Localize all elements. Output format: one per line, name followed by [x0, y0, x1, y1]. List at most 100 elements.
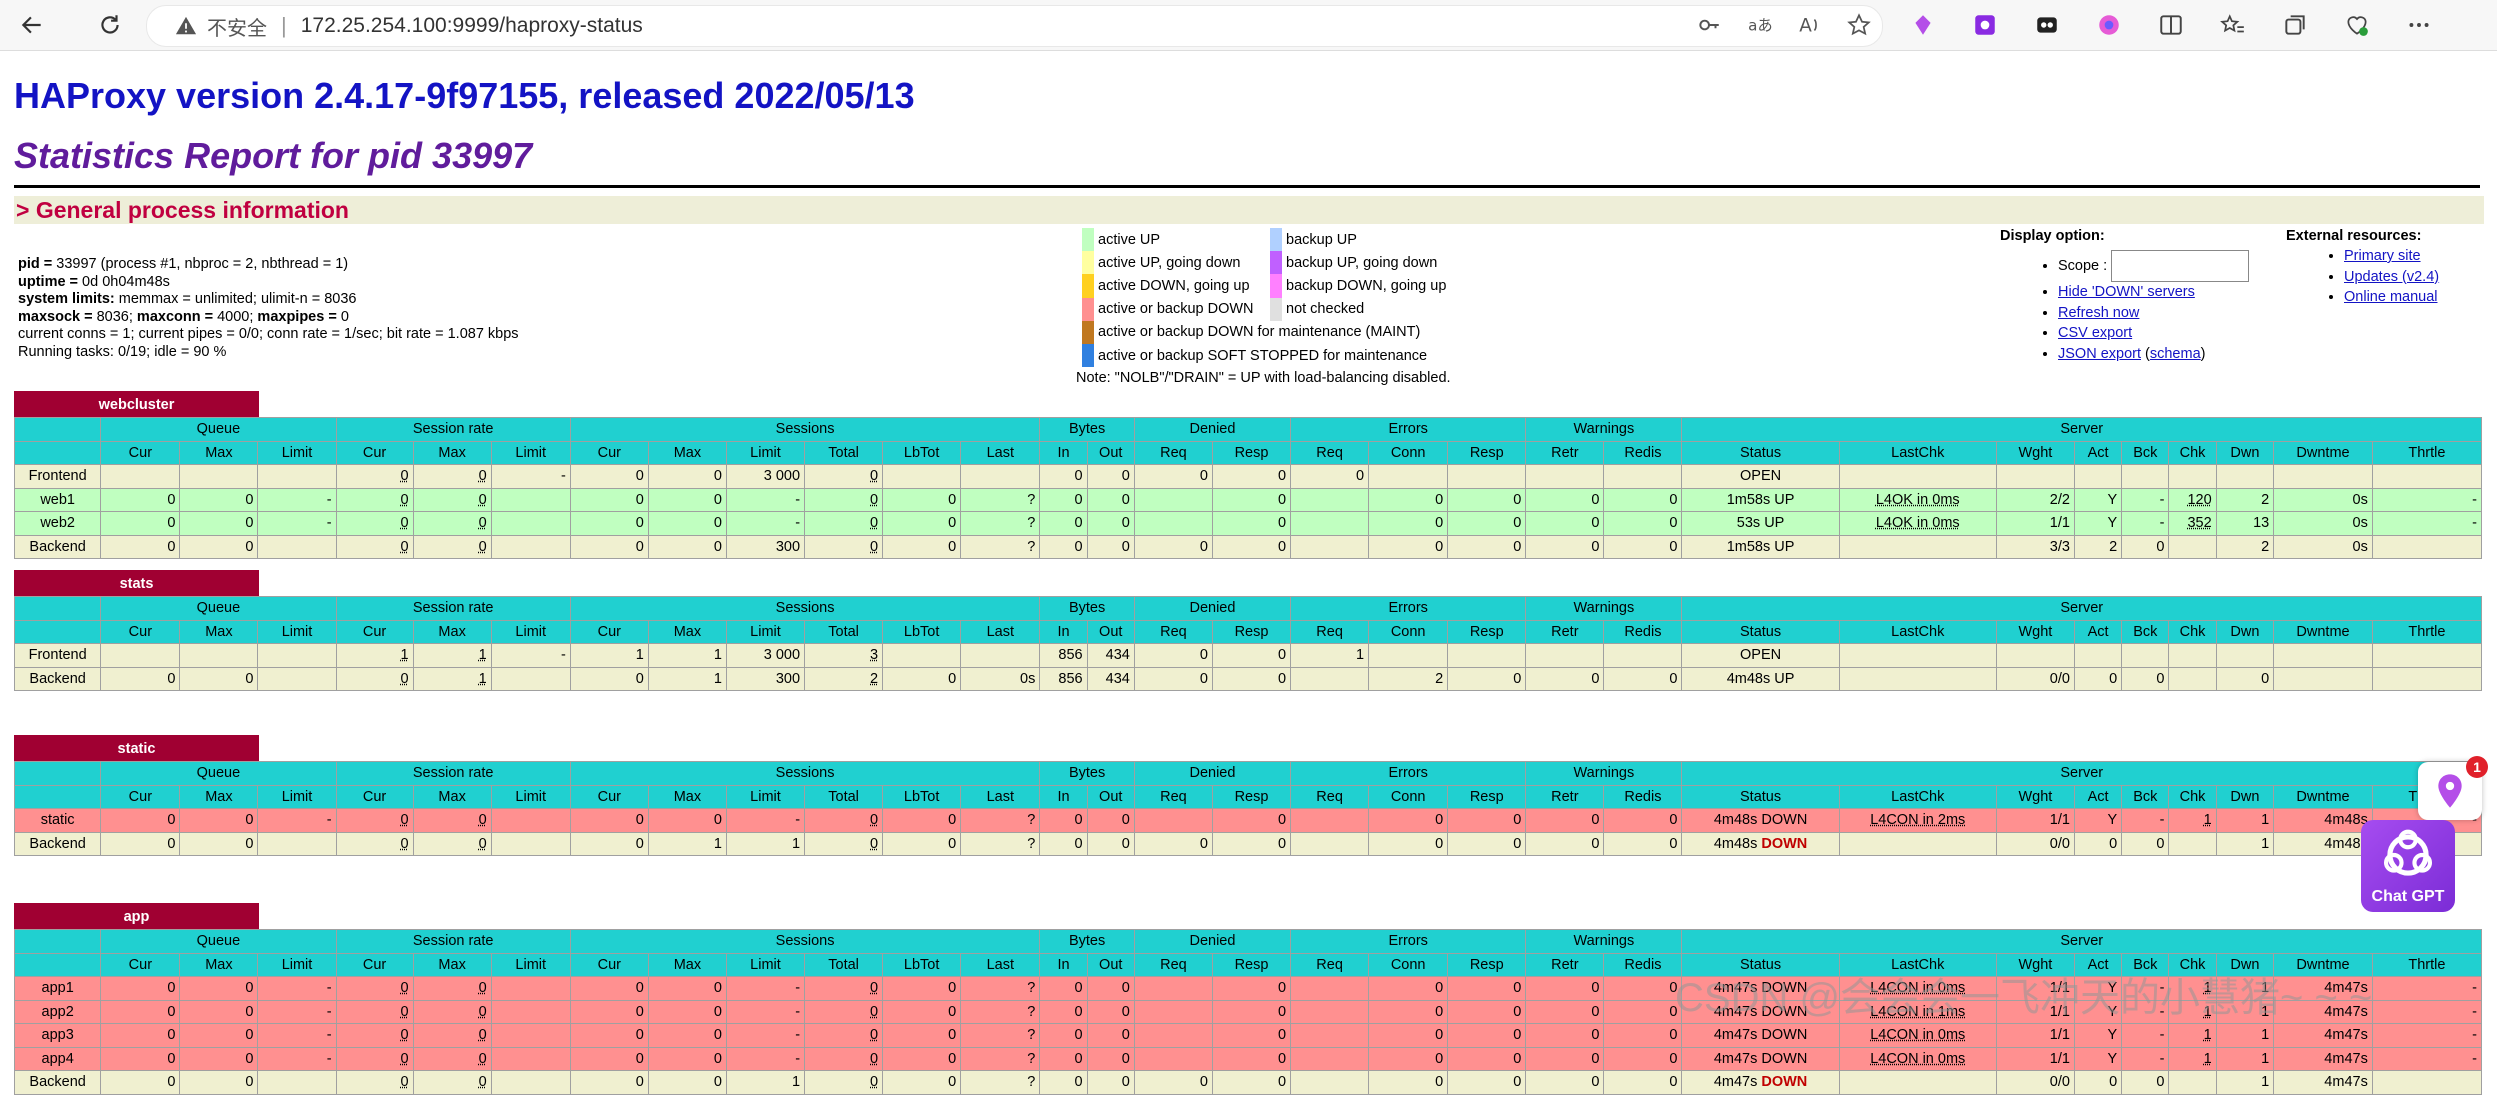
- lastchk-cell[interactable]: [1838, 534, 1997, 559]
- proxy-name-link[interactable]: webcluster: [14, 391, 259, 417]
- table-cell: 0: [179, 666, 259, 691]
- extension-gem-icon[interactable]: [1910, 12, 1936, 38]
- table-cell: 0: [1039, 511, 1088, 536]
- read-aloud-icon[interactable]: A: [1796, 12, 1822, 38]
- proxy-name-link[interactable]: static: [14, 735, 259, 761]
- table-cell: 0: [2121, 831, 2170, 856]
- csv-export-link[interactable]: CSV export: [2058, 325, 2133, 341]
- row-label[interactable]: Frontend: [13, 464, 102, 489]
- back-button[interactable]: [8, 1, 56, 49]
- table-row: Backend 0 0 0 0 0 0 1 0 0? 0 0 0 0 0 0 0 0 4m47s DOWN 0/0 0 0…: [13, 1070, 2483, 1095]
- row-label[interactable]: app1: [13, 976, 102, 1001]
- side-extension-badge[interactable]: 1: [2418, 756, 2488, 820]
- lastchk-cell[interactable]: L4CON in 1ms: [1838, 999, 1997, 1024]
- column-header: Limit: [725, 952, 806, 977]
- scope-input[interactable]: [2111, 250, 2250, 282]
- row-label[interactable]: Backend: [13, 534, 102, 559]
- lastchk-cell[interactable]: L4CON in 0ms: [1838, 1023, 1997, 1048]
- schema-link[interactable]: schema: [2149, 345, 2201, 362]
- row-label[interactable]: app3: [13, 1023, 102, 1048]
- row-label[interactable]: Backend: [13, 831, 102, 856]
- table-cell: 1: [2215, 976, 2275, 1001]
- row-label[interactable]: Frontend: [13, 643, 102, 668]
- table-cell: ?: [960, 831, 1041, 856]
- row-label[interactable]: Backend: [13, 1070, 102, 1095]
- table-cell: 4m48s: [2273, 808, 2373, 833]
- table-cell: 1: [2215, 1023, 2275, 1048]
- hide-down-link[interactable]: Hide 'DOWN' servers: [2058, 284, 2195, 300]
- performance-heart-icon[interactable]: [2344, 12, 2370, 38]
- process-info-line: system limits: memmax = unlimited; ulimi…: [18, 291, 519, 309]
- table-cell: 4m47s: [2273, 1070, 2373, 1095]
- extension-purple-icon[interactable]: [1972, 12, 1998, 38]
- address-bar[interactable]: 不安全 | 172.25.254.100:9999/haproxy-status…: [146, 5, 1883, 47]
- table-cell: 1/1: [1995, 511, 2075, 536]
- table-cell: 0: [335, 999, 414, 1024]
- lastchk-cell[interactable]: [1838, 643, 1997, 668]
- table-cell: -: [2121, 999, 2170, 1024]
- column-header: Cur: [100, 952, 181, 977]
- group-header: Errors: [1290, 929, 1527, 954]
- group-header: Warnings: [1525, 417, 1683, 442]
- group-header: Sessions: [569, 929, 1041, 954]
- notification-count: 1: [2466, 756, 2488, 778]
- table-cell: [1290, 976, 1370, 1001]
- group-header: Session rate: [335, 596, 571, 621]
- collections-icon[interactable]: [2282, 12, 2308, 38]
- svg-text:A: A: [1799, 16, 1812, 37]
- lastchk-cell[interactable]: [1838, 464, 1997, 489]
- table-cell: Y: [2073, 1046, 2123, 1071]
- row-label[interactable]: web1: [13, 487, 102, 512]
- lastchk-cell[interactable]: L4CON in 0ms: [1838, 976, 1997, 1001]
- lastchk-cell[interactable]: L4CON in 2ms: [1838, 808, 1997, 833]
- proxy-webcluster: webcluster Queue Session rate Sessions Bytes…: [13, 391, 2483, 559]
- column-header: Resp: [1447, 784, 1527, 809]
- table-cell: [2168, 666, 2217, 691]
- table-cell: 0: [412, 831, 492, 856]
- lastchk-cell[interactable]: [1838, 1070, 1997, 1095]
- more-menu-icon[interactable]: [2406, 12, 2432, 38]
- translate-icon[interactable]: aあ: [1746, 12, 1772, 38]
- lastchk-cell[interactable]: L4CON in 0ms: [1838, 1046, 1997, 1071]
- table-cell: 0s: [2273, 534, 2373, 559]
- legend-label: active or backup SOFT STOPPED for mainte…: [1098, 347, 1428, 364]
- updates-link[interactable]: Updates (v2.4): [2344, 268, 2440, 285]
- table-cell: 352: [2168, 511, 2217, 536]
- chatgpt-widget[interactable]: Chat GPT: [2361, 820, 2455, 912]
- lastchk-cell[interactable]: [1838, 831, 1997, 856]
- favorite-star-icon[interactable]: [1846, 12, 1872, 38]
- table-cell: 0: [1133, 1070, 1213, 1095]
- lastchk-cell[interactable]: [1838, 666, 1997, 691]
- cell-value: 352: [2187, 515, 2212, 532]
- column-header: Dwntme: [2273, 952, 2373, 977]
- row-label[interactable]: app2: [13, 999, 102, 1024]
- refresh-now-link[interactable]: Refresh now: [2058, 304, 2140, 321]
- extension-glasses-icon[interactable]: [2034, 12, 2060, 38]
- extension-brain-icon[interactable]: [2096, 12, 2122, 38]
- column-header: Req: [1133, 440, 1213, 465]
- row-label[interactable]: web2: [13, 511, 102, 536]
- row-label[interactable]: app4: [13, 1046, 102, 1071]
- refresh-button[interactable]: [86, 1, 134, 49]
- proxy-name-link[interactable]: stats: [14, 570, 259, 596]
- lastchk-cell[interactable]: L4OK in 0ms: [1838, 487, 1997, 512]
- primary-site-link[interactable]: Primary site: [2344, 248, 2421, 264]
- table-cell: 0: [1525, 487, 1605, 512]
- split-screen-icon[interactable]: [2158, 12, 2184, 38]
- key-icon[interactable]: [1696, 12, 1722, 38]
- table-cell: -: [2371, 976, 2483, 1001]
- proxy-name-link[interactable]: app: [14, 903, 259, 929]
- table-cell: 0: [100, 511, 181, 536]
- table-cell: 0: [569, 831, 649, 856]
- url-text[interactable]: 172.25.254.100:9999/haproxy-status: [300, 14, 643, 37]
- lastchk-cell[interactable]: L4OK in 0ms: [1838, 511, 1997, 536]
- table-cell: 0: [179, 976, 259, 1001]
- favorites-list-icon[interactable]: [2220, 12, 2246, 38]
- online-manual-link[interactable]: Online manual: [2344, 289, 2438, 305]
- process-info-value: 8036;: [92, 308, 137, 325]
- updates-item: Updates (v2.4): [2344, 267, 2439, 288]
- row-label[interactable]: static: [13, 808, 102, 833]
- row-label[interactable]: Backend: [13, 666, 102, 691]
- json-export-link[interactable]: JSON export: [2058, 345, 2141, 362]
- table-cell: 0: [647, 464, 727, 489]
